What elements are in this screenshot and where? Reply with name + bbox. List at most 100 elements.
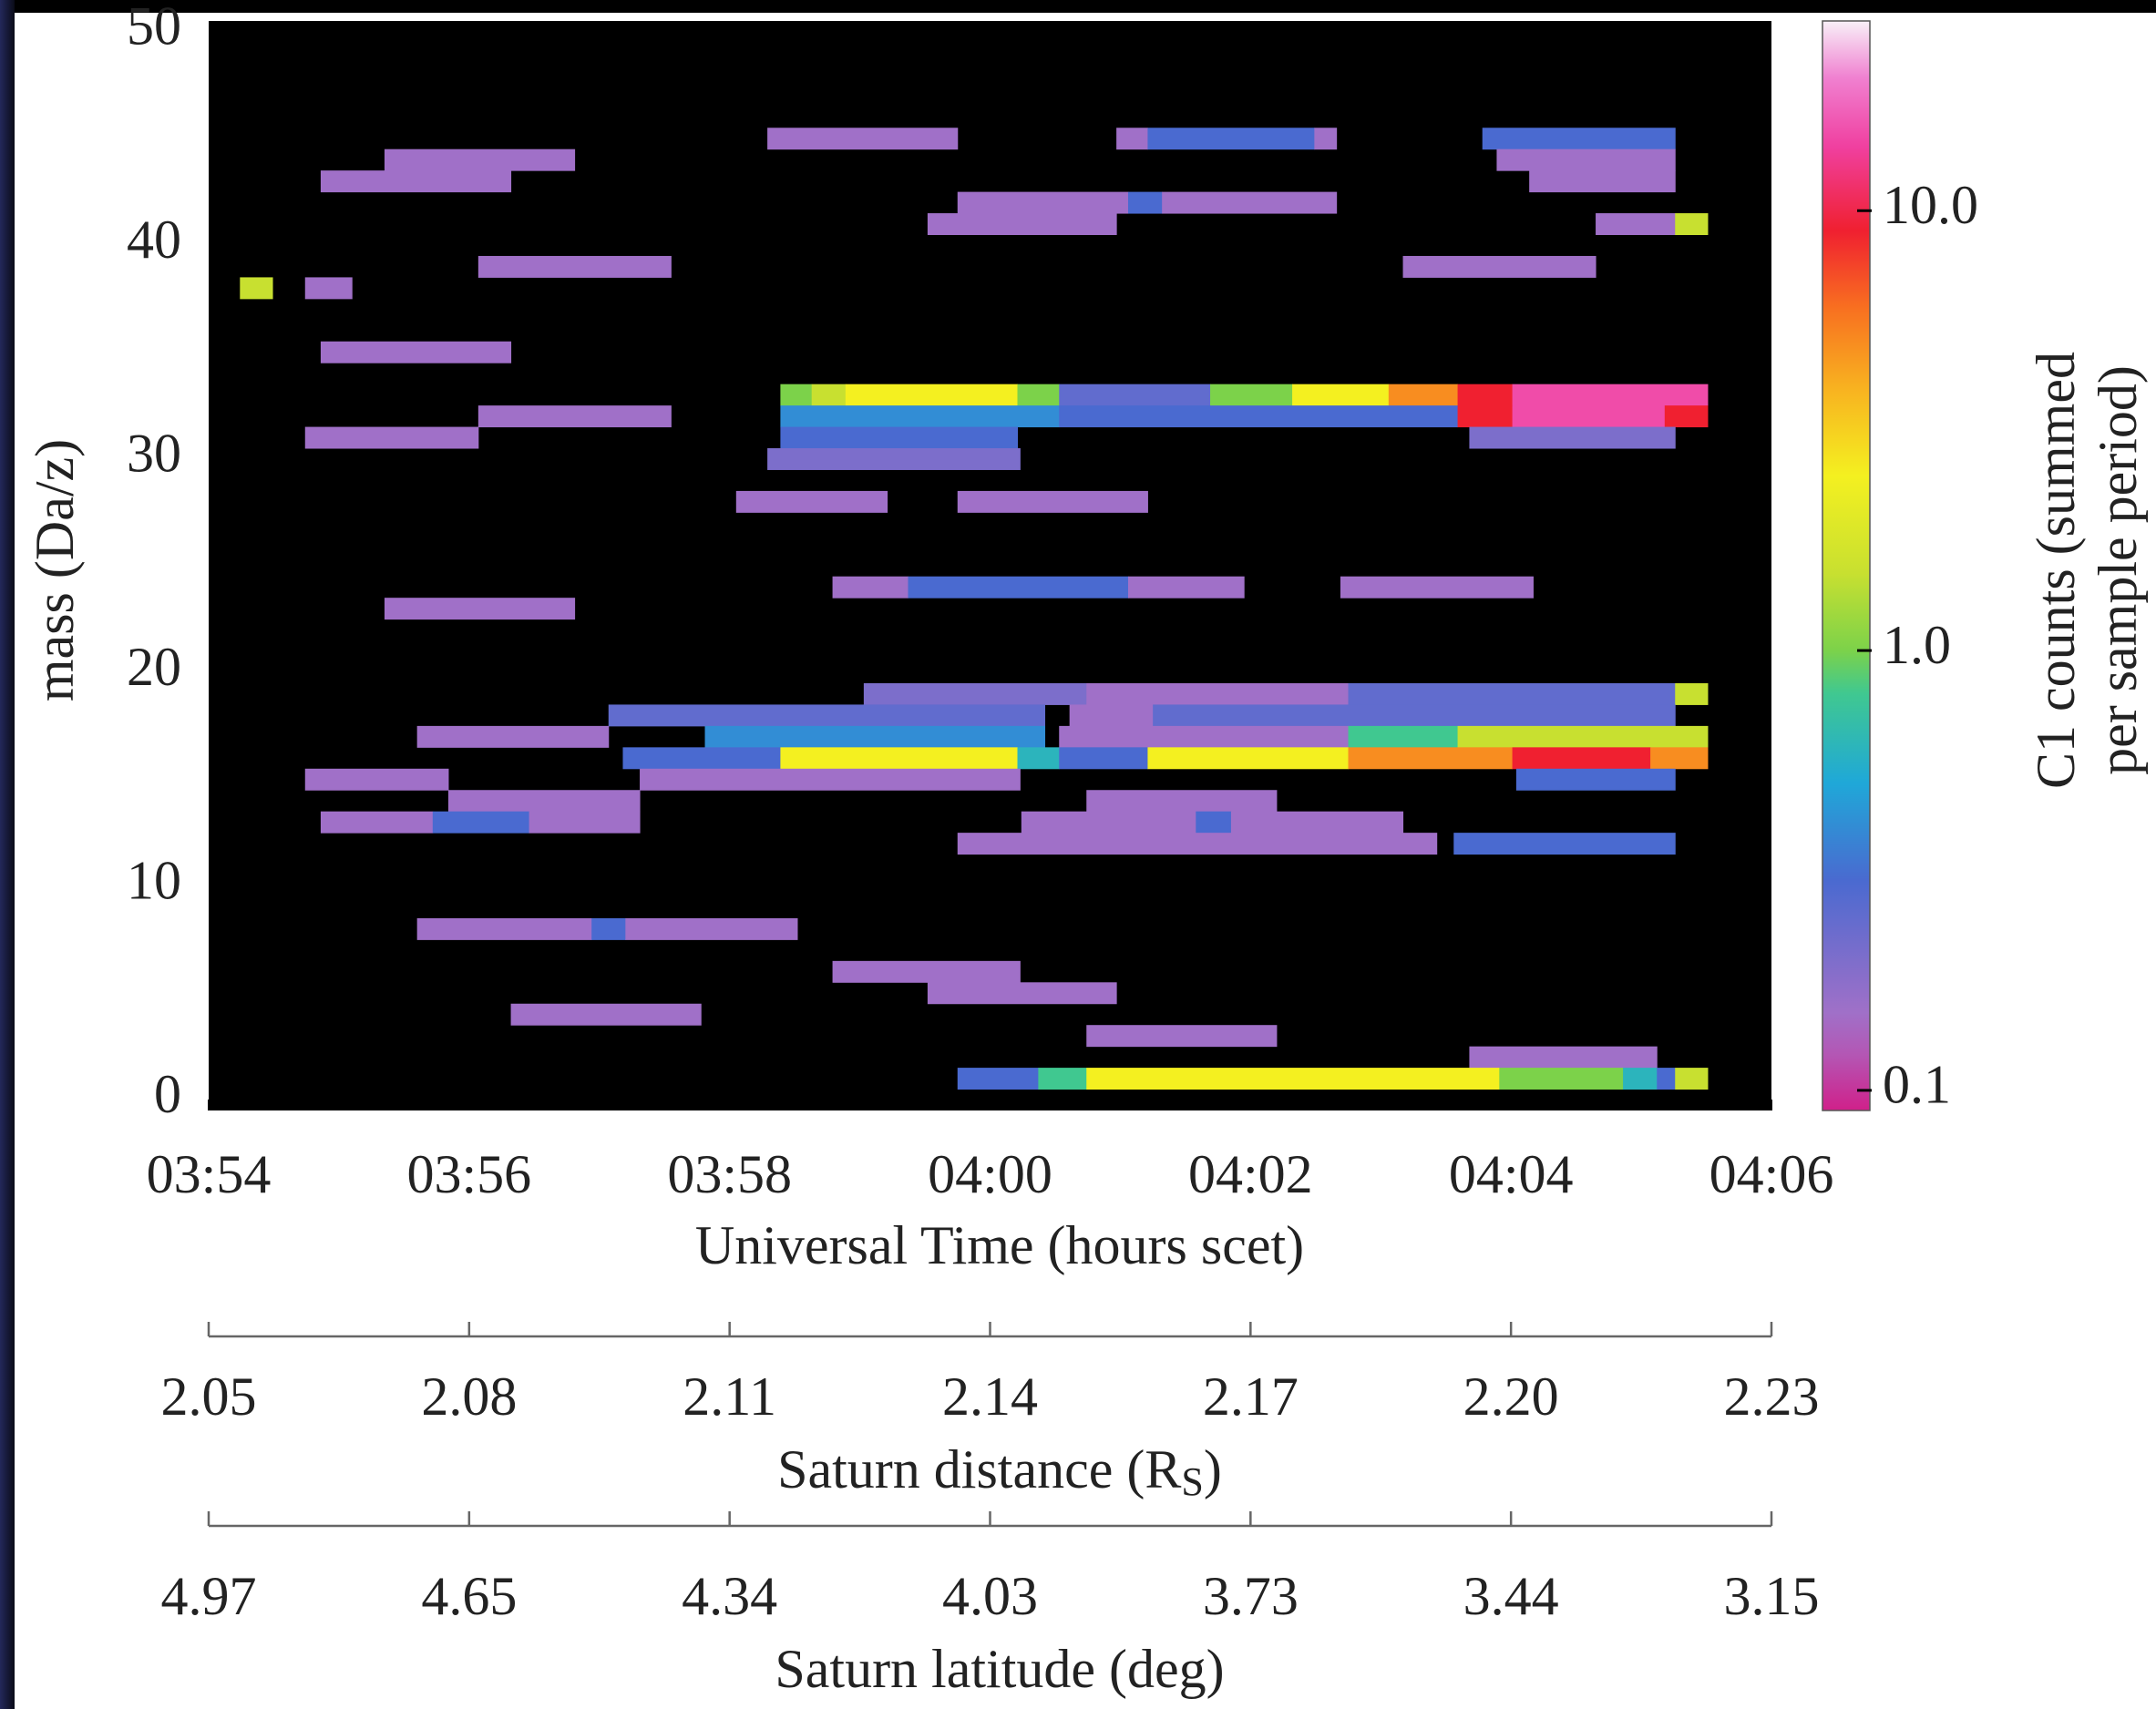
label-part: ) <box>1204 1439 1222 1499</box>
latitude-tick-label: 3.15 <box>1724 1566 1820 1626</box>
heatmap-cell <box>1675 213 1709 236</box>
heatmap-cell <box>780 384 813 406</box>
heatmap-cell <box>625 917 798 940</box>
heatmap-cell <box>1453 833 1676 855</box>
heatmap-cell <box>304 768 449 791</box>
heatmap-cell <box>1210 384 1293 406</box>
heatmap-cell <box>1664 405 1709 428</box>
heatmap-cell <box>927 213 1117 236</box>
heatmap-cell <box>1457 384 1514 406</box>
heatmap-cell <box>384 598 576 620</box>
heatmap-cell <box>1086 790 1278 813</box>
heatmap-cell <box>832 576 909 599</box>
heatmap-cell <box>1596 213 1676 236</box>
x-tick-label: 03:56 <box>406 1144 531 1204</box>
heatmap-cell <box>416 917 592 940</box>
x-tick-label: 03:54 <box>147 1144 272 1204</box>
y-tick-label: 10 <box>127 851 181 911</box>
heatmap-cell <box>832 960 1021 983</box>
heatmap-cell <box>1314 128 1338 150</box>
heatmap-cell <box>957 191 1129 214</box>
distance-tick-label: 2.17 <box>1203 1366 1299 1427</box>
colorbar <box>1822 20 1871 1111</box>
heatmap-cell <box>957 490 1148 513</box>
heatmap-cell <box>767 128 959 150</box>
heatmap-cell <box>845 384 1019 406</box>
y-tick-label: 20 <box>127 637 181 697</box>
heatmap-cell <box>510 1003 702 1026</box>
heatmap-cell <box>1512 384 1709 406</box>
heatmap-cell <box>780 426 1019 449</box>
latitude-tick-label: 4.65 <box>421 1566 517 1626</box>
heatmap-cell <box>1147 747 1350 770</box>
heatmap-cell <box>735 490 888 513</box>
distance-tick-label: 2.11 <box>683 1366 776 1427</box>
heatmap-cell <box>1388 384 1459 406</box>
distance-tick-label: 2.20 <box>1463 1366 1559 1427</box>
heatmap-cell <box>1402 255 1596 278</box>
heatmap-cell <box>811 384 847 406</box>
x-tick-label: 04:04 <box>1449 1144 1574 1204</box>
heatmap-cell <box>1348 682 1676 705</box>
heatmap-cell <box>1127 576 1245 599</box>
heatmap-cell <box>1657 1068 1676 1090</box>
heatmap-cell <box>1469 426 1676 449</box>
heatmap-cell <box>1650 747 1709 770</box>
latitude-tick-label: 3.73 <box>1203 1566 1299 1626</box>
heatmap-cell <box>927 982 1117 1005</box>
heatmap-cell <box>1021 811 1196 834</box>
heatmap-cell <box>416 725 610 748</box>
heatmap-cell <box>1196 811 1232 834</box>
heatmap-cell <box>863 682 1087 705</box>
heatmap-cell <box>1512 747 1651 770</box>
x-tick-label: 04:00 <box>928 1144 1052 1204</box>
heatmap-cell <box>1230 811 1404 834</box>
label-part: Saturn distance (R <box>777 1439 1181 1499</box>
heatmap-cell <box>1017 384 1060 406</box>
y-tick-label: 40 <box>127 210 181 270</box>
heatmap-cell <box>304 277 353 300</box>
y-axis-title: mass (Da/z) <box>25 439 85 701</box>
x-tick-label: 03:58 <box>667 1144 792 1204</box>
latitude-axis-title: Saturn latitude (deg) <box>775 1639 1224 1699</box>
heatmap-cell <box>1469 1046 1658 1069</box>
heatmap-cell <box>1623 1068 1658 1090</box>
latitude-tick-label: 4.97 <box>161 1566 257 1626</box>
heatmap-cell <box>908 576 1129 599</box>
heatmap-cell <box>1086 1025 1278 1048</box>
heatmap-cell <box>1292 384 1390 406</box>
heatmap-cell <box>1515 768 1676 791</box>
distance-tick-label: 2.23 <box>1724 1366 1820 1427</box>
heatmap-cell <box>1348 747 1514 770</box>
heatmap-cell <box>608 704 1046 727</box>
heatmap-cell <box>304 426 479 449</box>
heatmap-cell <box>640 768 1021 791</box>
x-axis-title: Universal Time (hours scet) <box>695 1215 1304 1275</box>
heatmap-cell <box>1499 1068 1624 1090</box>
colorbar-tick-label: 1.0 <box>1883 615 1951 675</box>
heatmap-cell <box>591 917 626 940</box>
heatmap-cell <box>1457 725 1709 748</box>
heatmap-cell <box>1059 405 1459 428</box>
heatmap-cell <box>780 747 1019 770</box>
heatmap-cell <box>622 747 781 770</box>
heatmap-cell <box>1086 1068 1500 1090</box>
heatmap-cell <box>1017 747 1060 770</box>
heatmap-cell <box>780 405 1060 428</box>
heatmap-cell <box>1038 1068 1087 1090</box>
heatmap-cell <box>1162 191 1338 214</box>
heatmap-cell <box>1496 148 1676 171</box>
heatmap-cell <box>1482 128 1676 150</box>
heatmap-cell <box>447 790 641 813</box>
edge-strip <box>0 0 15 1709</box>
heatmap-cell <box>957 1068 1039 1090</box>
heatmap-cell <box>1512 405 1666 428</box>
heatmap-cell <box>1059 725 1350 748</box>
heatmap-cell <box>1529 170 1676 193</box>
heatmap-cell <box>1147 128 1315 150</box>
latitude-tick-label: 4.03 <box>942 1566 1038 1626</box>
latitude-tick-label: 4.34 <box>682 1566 777 1626</box>
heatmap-cell <box>1153 704 1676 727</box>
heatmap-cell <box>1457 405 1514 428</box>
